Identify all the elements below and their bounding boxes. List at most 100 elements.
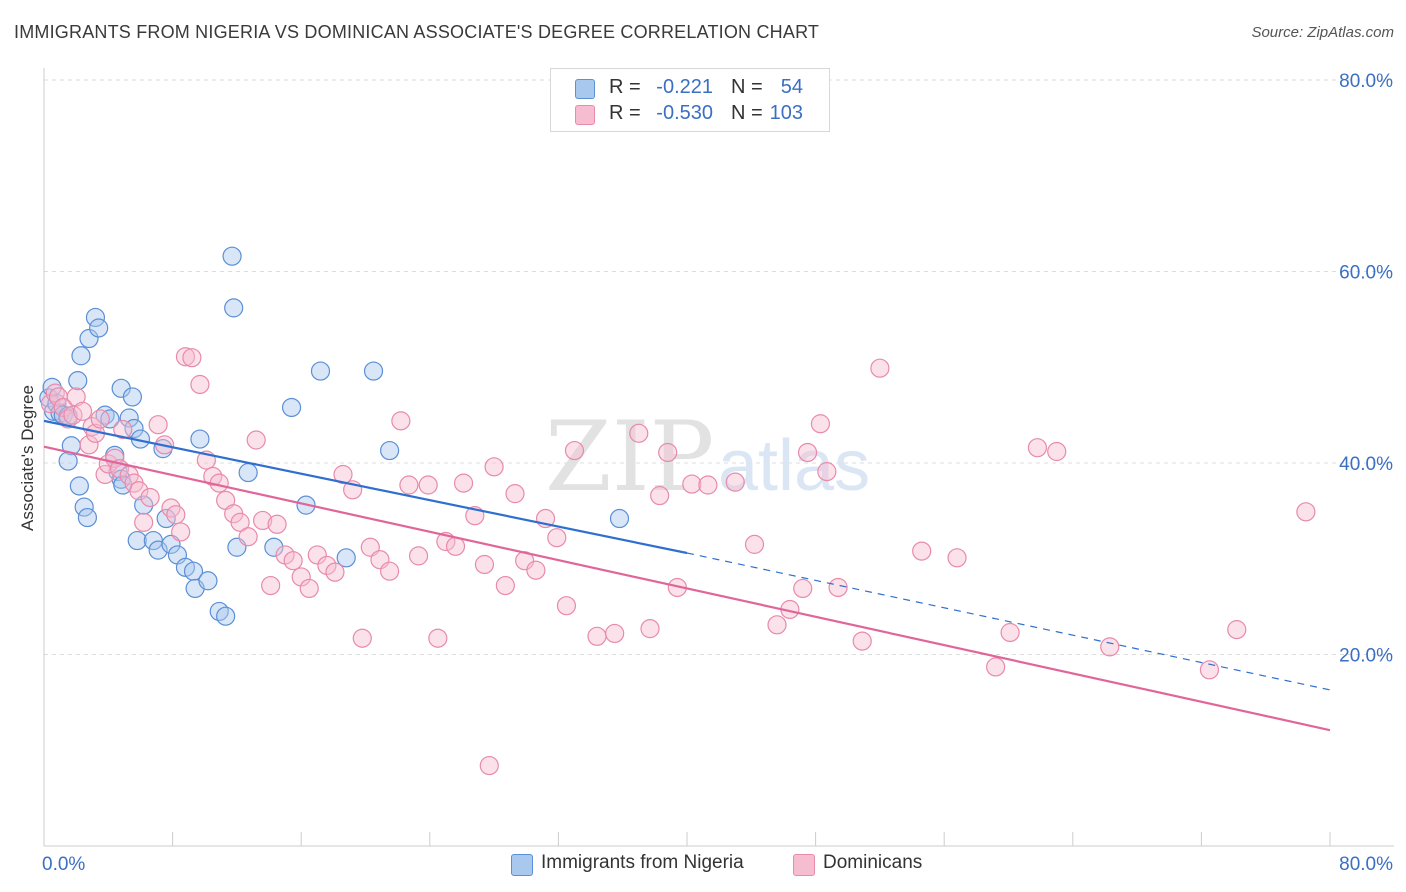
data-point [264, 537, 284, 557]
data-point [119, 408, 139, 428]
data-point [134, 495, 154, 515]
data-point [175, 347, 196, 367]
grid-lines [44, 79, 1394, 655]
data-point [810, 414, 831, 434]
data-point [1296, 502, 1316, 522]
data-point [682, 474, 702, 494]
data-point [640, 619, 660, 639]
legend-r-label: R = [609, 102, 641, 124]
bottom-legend-swatch-dominicans [793, 854, 815, 876]
watermark-atlas: atlas [718, 426, 870, 506]
data-point [325, 562, 345, 582]
data-point [587, 626, 607, 646]
data-point [267, 514, 287, 534]
data-point [66, 387, 86, 407]
data-point [291, 567, 311, 587]
y-tick-label: 20.0% [1339, 646, 1393, 667]
data-point [408, 546, 429, 566]
legend-swatch-dominicans [575, 105, 595, 125]
data-point [148, 415, 168, 435]
data-point [69, 476, 89, 496]
trend-line-nigeria [43, 419, 688, 555]
y-tick-label: 40.0% [1339, 454, 1393, 475]
data-point [183, 561, 204, 581]
data-point [71, 346, 91, 366]
legend-row-dominicans: R = -0.530 N = 103 [551, 101, 829, 127]
data-point [53, 397, 73, 418]
legend-row-nigeria: R = -0.221 N = 54 [551, 75, 829, 101]
data-point [95, 464, 115, 485]
data-point [283, 551, 303, 571]
bottom-legend-label-dominicans: Dominicans [823, 852, 923, 873]
data-point [380, 561, 400, 581]
y-axis-label: Associate's Degree [18, 385, 37, 531]
y-tick-label: 80.0% [1339, 71, 1393, 92]
data-point [912, 541, 932, 561]
data-point [77, 507, 98, 528]
data-point [505, 484, 525, 504]
data-point [182, 348, 202, 368]
data-point [947, 548, 967, 568]
data-point [609, 508, 630, 529]
data-point [1100, 637, 1120, 657]
data-point [122, 387, 143, 407]
data-point [156, 508, 176, 529]
data-point [333, 464, 353, 485]
data-point [391, 411, 411, 431]
data-point [767, 615, 787, 635]
data-point [1027, 438, 1048, 458]
data-point [793, 578, 813, 599]
y-tick-label: 60.0% [1339, 263, 1393, 284]
series-dominicans [40, 347, 1316, 776]
legend-swatch-nigeria [575, 79, 595, 99]
watermark: ZIP atlas [545, 401, 870, 513]
tick-labels: 20.0% 40.0% 60.0% 80.0% 0.0% 80.0% [42, 71, 1393, 875]
data-point [605, 623, 625, 644]
data-point [317, 555, 337, 576]
legend-n-value: 54 [780, 76, 803, 98]
data-point [445, 536, 466, 556]
data-point [222, 246, 242, 266]
data-point [74, 497, 94, 517]
data-point [261, 575, 281, 596]
data-point [1227, 620, 1247, 640]
data-point [134, 512, 154, 532]
data-point [140, 487, 160, 508]
data-point [238, 462, 258, 483]
data-point [380, 440, 400, 461]
data-point [90, 409, 110, 429]
watermark-zip: ZIP [545, 401, 714, 513]
legend-r-label: R = [609, 76, 641, 98]
data-point [986, 657, 1006, 677]
data-point [363, 361, 384, 381]
data-point [526, 560, 546, 580]
data-point [190, 374, 210, 395]
data-point [40, 394, 61, 414]
data-point [495, 575, 515, 596]
data-point [166, 505, 186, 525]
data-point [870, 358, 890, 378]
data-point [817, 462, 837, 482]
x-tick-label: 0.0% [42, 854, 85, 875]
data-point [238, 527, 258, 547]
legend-n-label: N = [731, 102, 763, 124]
data-point [129, 481, 149, 501]
stats-legend: R = -0.221 N = 54 R = -0.530 N = 103 [550, 68, 830, 132]
data-point [428, 628, 448, 648]
data-point [113, 419, 133, 440]
trend-line-dominicans [43, 445, 1331, 732]
data-point [216, 606, 236, 626]
data-point [336, 548, 356, 568]
data-point [399, 475, 419, 495]
data-point [68, 371, 88, 391]
x-tick-label: 80.0% [1339, 854, 1393, 875]
data-point [547, 528, 567, 548]
data-point [484, 457, 504, 477]
data-point [725, 472, 745, 492]
data-point [58, 451, 78, 471]
data-point [1199, 660, 1220, 680]
data-point [352, 628, 372, 648]
chart-title: IMMIGRANTS FROM NIGERIA VS DOMINICAN ASS… [14, 22, 820, 42]
data-point [224, 298, 244, 318]
